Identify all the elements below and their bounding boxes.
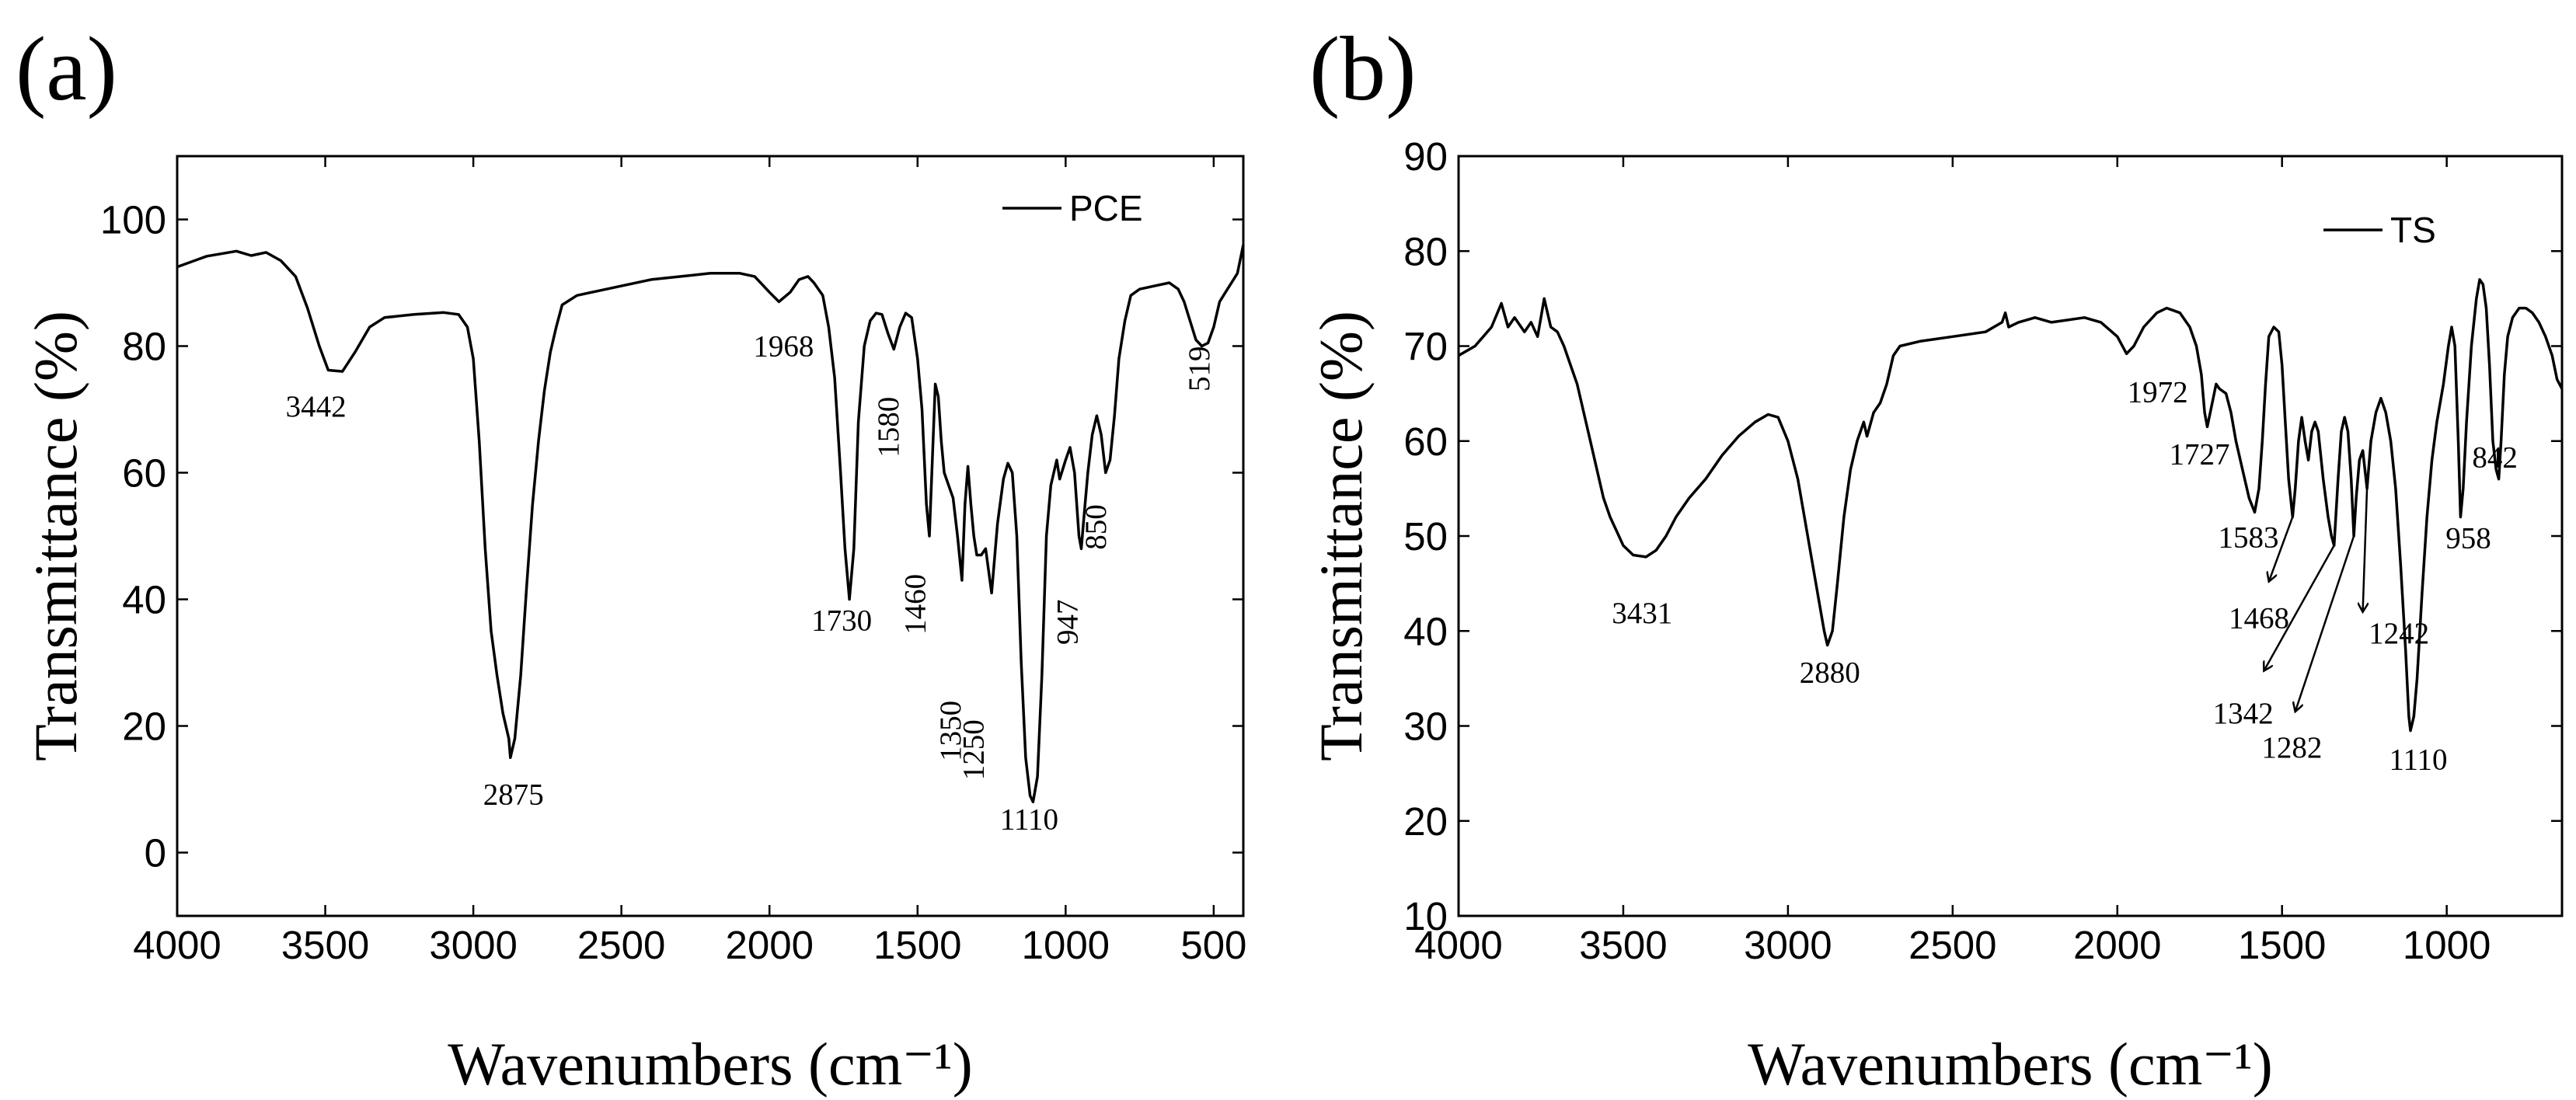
legend-a: PCE [1002,188,1143,228]
peak-label: 1583 [2219,520,2279,554]
peak-label: 1468 [2229,602,2289,635]
x-tick-label: 1500 [873,923,961,967]
peak-label: 1972 [2128,375,2188,409]
x-tick-label: 500 [1180,923,1246,967]
x-tick-label: 2500 [577,923,665,967]
y-tick-label: 30 [1403,705,1448,749]
x-tick-label: 2500 [1908,923,1996,967]
peak-label: 1342 [2213,697,2274,730]
legend-b: TS [2323,210,2436,250]
peak-label: 947 [1051,600,1085,646]
x-tick-label: 2000 [725,923,813,967]
peak-label: 2880 [1800,656,1860,690]
peak-label: 1350 [934,701,967,761]
y-tick-label: 70 [1403,325,1448,369]
y-tick-label: 0 [145,831,166,875]
x-tick-label: 1000 [2403,923,2491,967]
panel-label-a: (a) [16,18,117,120]
y-tick-label: 40 [122,578,166,622]
x-tick-label: 3500 [281,923,369,967]
x-tick-label: 4000 [133,923,221,967]
peak-label: 1110 [2389,743,2447,777]
peak-arrow [2264,545,2335,670]
peak-arrow [2363,488,2368,612]
peak-label: 1282 [2261,731,2322,764]
peak-label: 842 [2472,441,2518,475]
y-tick-label: 90 [1403,134,1448,179]
peak-label: 1460 [898,574,932,635]
peak-label: 1250 [957,719,990,780]
panel-a: (a) 4000 3500 3000 2500 2000 1500 1000 500 0 20 40… [16,18,1246,1098]
series-line-ts [1458,278,2564,733]
legend-label-ts: TS [2390,210,2436,250]
peak-label: 1110 [1000,802,1058,836]
y-tick-label: 80 [1403,229,1448,273]
plot-area-b [1457,155,2564,917]
y-tick-label: 60 [1403,419,1448,464]
y-tick-label: 50 [1403,514,1448,559]
y-tick-label: 60 [122,451,166,496]
y-tick-label: 10 [1403,894,1448,938]
y-axis-title-b: Transmittance (%) [1307,311,1375,761]
y-tick-label: 80 [122,325,166,369]
peak-label: 1730 [811,604,872,638]
series-line-pce [176,244,1245,804]
plot-area-a [176,155,1245,917]
peak-label: 1242 [2369,617,2429,650]
x-tick-label: 1500 [2238,923,2326,967]
peak-label: 958 [2445,522,2491,555]
x-tick-label: 3000 [1744,923,1832,967]
y-tick-label: 100 [100,198,166,242]
panel-b: (b) 4000 3500 3000 2500 2000 1500 1000 10 20 30 40… [1307,18,2564,1098]
x-axis-title-a: Wavenumbers (cm⁻¹) [448,1030,973,1098]
peak-label: 1580 [872,397,905,458]
peak-label: 2875 [483,778,544,811]
peak-label: 850 [1079,504,1113,550]
y-axis-title-a: Transmittance (%) [22,311,89,761]
y-tick-label: 40 [1403,609,1448,653]
x-tick-label: 3000 [429,923,517,967]
x-axis-title-b: Wavenumbers (cm⁻¹) [1748,1030,2273,1098]
peak-label: 1727 [2169,437,2229,471]
legend-label-pce: PCE [1069,188,1143,228]
y-tick-label: 20 [122,705,166,749]
x-tick-label: 2000 [2073,923,2161,967]
x-tick-label: 1000 [1022,923,1110,967]
panel-label-b: (b) [1309,18,1417,120]
x-tick-label: 3500 [1579,923,1667,967]
peak-arrow [2269,517,2294,582]
y-tick-label: 20 [1403,799,1448,844]
peak-label: 519 [1183,346,1216,392]
peak-label: 3431 [1612,597,1672,630]
peak-label: 3442 [286,390,347,423]
peak-arrow [2295,535,2355,712]
x-tick-label: 4000 [1414,923,1502,967]
peak-label: 1968 [753,329,814,363]
